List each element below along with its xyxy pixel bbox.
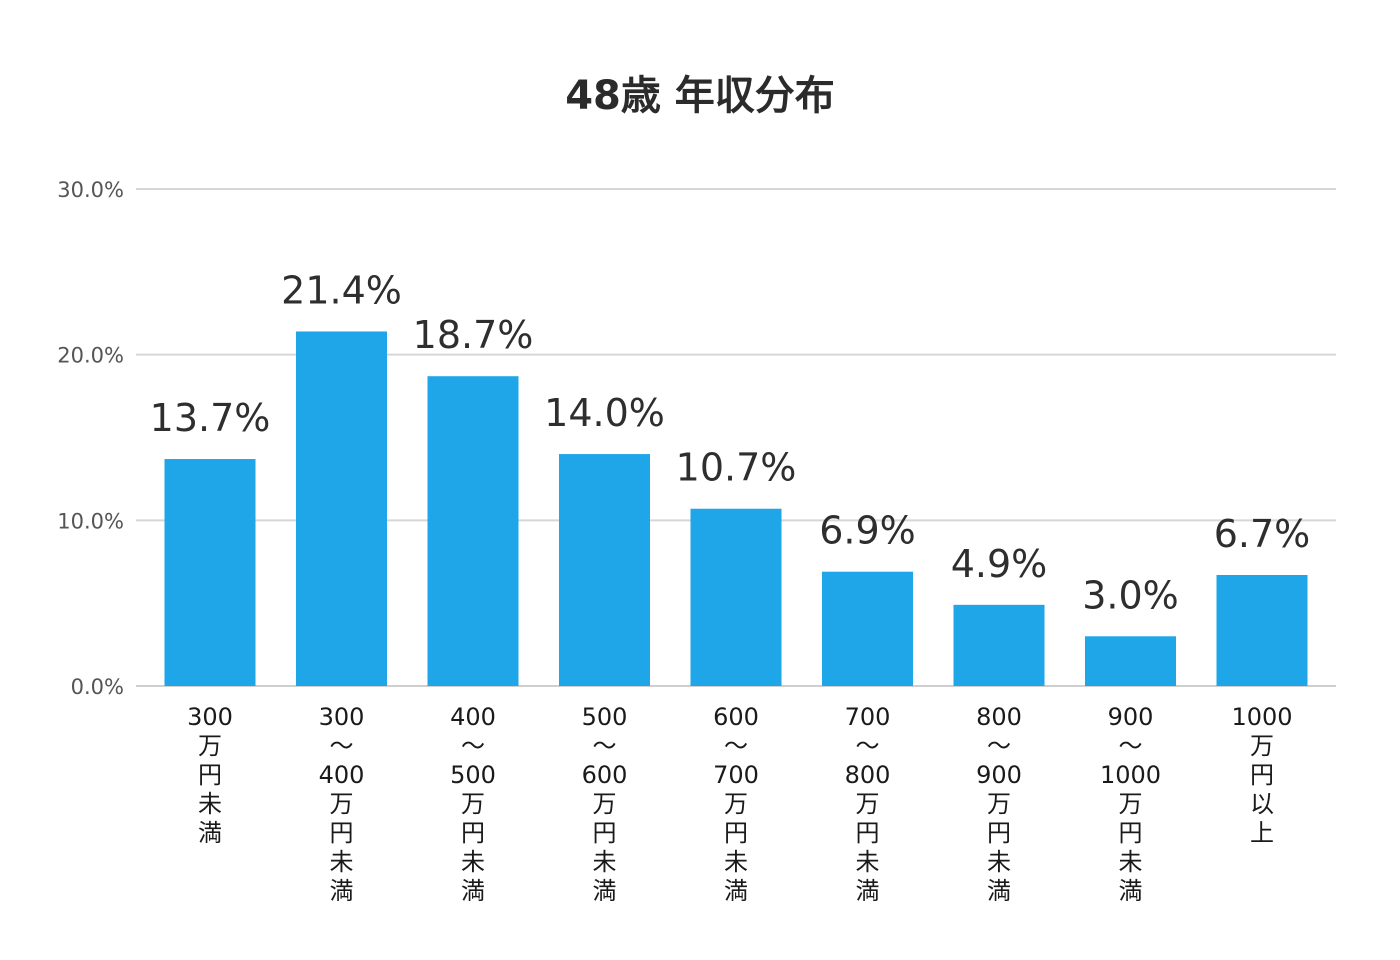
data-label: 21.4% [281, 268, 402, 312]
x-tick-label-line: 円 [198, 761, 222, 789]
x-tick-label-line: 未 [1119, 848, 1143, 876]
data-label: 6.7% [1214, 512, 1311, 556]
x-tick-label-line: 以 [1250, 790, 1274, 818]
x-tick-label-line: 未 [198, 790, 222, 818]
x-tick-label-line: 満 [593, 877, 617, 905]
x-tick-label-line: 円 [330, 819, 354, 847]
x-tick-label-line: 満 [330, 877, 354, 905]
data-label: 3.0% [1082, 573, 1179, 617]
x-tick-label-line: 万 [593, 790, 617, 818]
bar [690, 508, 782, 686]
bar [953, 604, 1045, 686]
x-tick-label-line: 万 [856, 790, 880, 818]
x-tick-label-line: 600 [582, 761, 628, 789]
data-label: 10.7% [676, 446, 797, 490]
x-tick-label-line: 円 [987, 819, 1011, 847]
y-axis: 0.0% 10.0% 20.0% 30.0% [57, 178, 124, 699]
x-tick-label-line: 900 [1108, 703, 1154, 731]
x-tick-label-line: 万 [1119, 790, 1143, 818]
x-tick-label-line: 万 [461, 790, 485, 818]
x-tick-label-line: 600 [713, 703, 759, 731]
data-label: 6.9% [819, 509, 916, 553]
chart-title: 48歳 年収分布 [565, 73, 835, 119]
x-tick-label-line: 上 [1250, 819, 1274, 847]
x-tick-label-line: 500 [450, 761, 496, 789]
x-tick-label-line: 満 [724, 877, 748, 905]
x-tick-label-line: 〜 [987, 732, 1011, 760]
x-tick-label-line: 500 [582, 703, 628, 731]
x-tick-label-line: 円 [461, 819, 485, 847]
x-tick-label-line: 〜 [724, 732, 748, 760]
x-axis: 300万円未満300〜400万円未満400〜500万円未満500〜600万円未満… [187, 703, 1292, 905]
y-tick-label: 20.0% [57, 344, 124, 368]
x-tick-label-line: 万 [198, 732, 222, 760]
x-tick-label-line: 満 [1119, 877, 1143, 905]
bar [164, 459, 256, 686]
x-tick-label-line: 400 [319, 761, 365, 789]
x-tick-label-line: 800 [845, 761, 891, 789]
x-tick-label-line: 円 [724, 819, 748, 847]
x-tick-label-line: 満 [856, 877, 880, 905]
data-label: 4.9% [951, 542, 1048, 586]
x-tick-label-line: 〜 [593, 732, 617, 760]
data-label: 13.7% [150, 396, 271, 440]
x-tick-label-line: 〜 [461, 732, 485, 760]
x-tick-label-line: 未 [856, 848, 880, 876]
x-tick-label-line: 満 [987, 877, 1011, 905]
x-tick-label-line: 満 [461, 877, 485, 905]
x-tick-label-line: 円 [1119, 819, 1143, 847]
x-tick-label-line: 1000 [1100, 761, 1161, 789]
data-labels: 13.7% 21.4%18.7%14.0%10.7% 6.9% 4.9% 3.0% 6.7… [150, 268, 1311, 617]
bar [822, 571, 913, 686]
x-tick-label-line: 〜 [330, 732, 354, 760]
x-tick-label-line: 700 [845, 703, 891, 731]
x-tick-label-line: 円 [1250, 761, 1274, 789]
x-tick-label-line: 〜 [1119, 732, 1143, 760]
x-tick-label-line: 300 [319, 703, 365, 731]
y-tick-label: 10.0% [57, 509, 124, 533]
x-tick-label-line: 700 [713, 761, 759, 789]
x-tick-label-line: 800 [976, 703, 1022, 731]
data-label: 14.0% [544, 391, 665, 435]
x-tick-label-line: 900 [976, 761, 1022, 789]
bar [296, 331, 387, 686]
x-tick-label-line: 円 [856, 819, 880, 847]
y-tick-label: 0.0% [71, 675, 124, 699]
bar [1085, 636, 1176, 686]
x-tick-label-line: 未 [330, 848, 354, 876]
x-tick-label-line: 300 [187, 703, 233, 731]
x-tick-label-line: 万 [1250, 732, 1274, 760]
x-tick-label-line: 万 [987, 790, 1011, 818]
bar [1216, 575, 1308, 686]
x-tick-label-line: 未 [987, 848, 1011, 876]
x-tick-label-line: 〜 [856, 732, 880, 760]
bar [427, 376, 519, 686]
bar [559, 454, 650, 686]
y-tick-label: 30.0% [57, 178, 124, 202]
x-tick-label-line: 満 [198, 819, 222, 847]
x-tick-label-line: 万 [724, 790, 748, 818]
x-tick-label-line: 未 [593, 848, 617, 876]
x-tick-label-line: 未 [461, 848, 485, 876]
bars [164, 331, 1308, 686]
x-tick-label-line: 万 [330, 790, 354, 818]
x-tick-label-line: 1000 [1231, 703, 1292, 731]
x-tick-label-line: 円 [593, 819, 617, 847]
data-label: 18.7% [413, 313, 534, 357]
x-tick-label-line: 未 [724, 848, 748, 876]
x-tick-label-line: 400 [450, 703, 496, 731]
